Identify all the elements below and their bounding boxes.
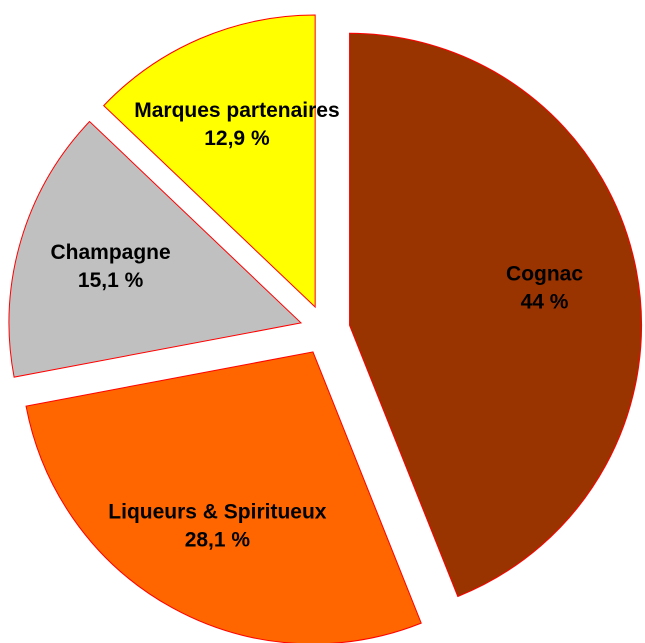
slice-label: Marques partenaires	[134, 99, 339, 122]
slice-label: Liqueurs & Spiritueux	[108, 501, 327, 524]
slice-label: Champagne	[51, 241, 171, 264]
slice-value-label: 12,9 %	[204, 127, 270, 150]
pie-slice	[8, 120, 303, 378]
pie-slice	[25, 351, 422, 643]
pie-slice	[349, 32, 642, 598]
pie-slice	[103, 14, 316, 309]
slice-value-label: 28,1 %	[185, 529, 251, 552]
slice-value-label: 15,1 %	[78, 269, 144, 292]
slice-value-label: 44 %	[521, 290, 569, 313]
slice-label: Cognac	[506, 262, 583, 285]
